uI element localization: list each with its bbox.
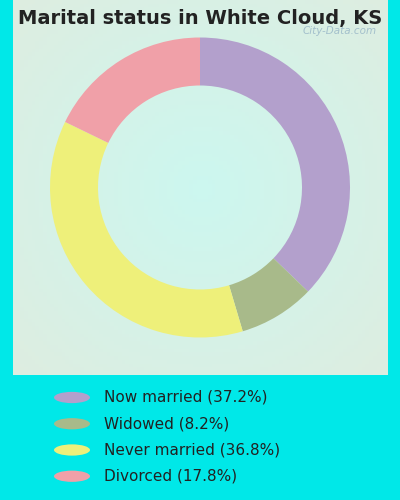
Wedge shape: [65, 38, 200, 143]
Circle shape: [54, 392, 90, 403]
Text: Marital status in White Cloud, KS: Marital status in White Cloud, KS: [18, 9, 382, 28]
Text: City-Data.com: City-Data.com: [302, 26, 376, 36]
Circle shape: [54, 470, 90, 482]
Wedge shape: [50, 122, 243, 338]
Wedge shape: [229, 258, 308, 332]
Wedge shape: [200, 38, 350, 292]
Circle shape: [54, 444, 90, 456]
Circle shape: [54, 418, 90, 430]
Text: Widowed (8.2%): Widowed (8.2%): [104, 416, 229, 431]
Text: Never married (36.8%): Never married (36.8%): [104, 442, 280, 458]
Text: Now married (37.2%): Now married (37.2%): [104, 390, 268, 405]
Text: Divorced (17.8%): Divorced (17.8%): [104, 469, 237, 484]
